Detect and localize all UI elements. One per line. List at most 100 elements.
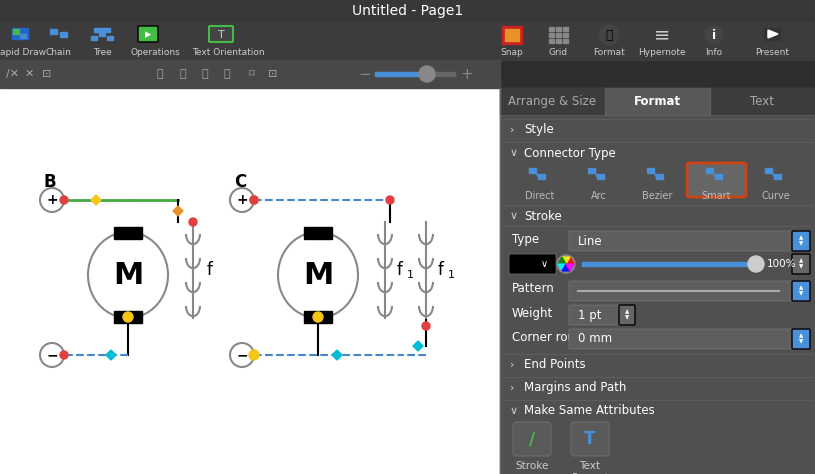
Text: Curve: Curve — [761, 191, 790, 201]
Bar — [715, 174, 721, 179]
FancyBboxPatch shape — [792, 329, 810, 349]
FancyBboxPatch shape — [509, 254, 556, 274]
Bar — [502, 26, 522, 44]
Text: End Points: End Points — [524, 358, 586, 372]
Text: ⬛: ⬛ — [201, 69, 209, 79]
Text: ⟋: ⟋ — [223, 69, 231, 79]
Text: Pattern: Pattern — [512, 283, 555, 295]
Text: T: T — [218, 30, 224, 40]
Bar — [0, 88, 500, 474]
Circle shape — [748, 256, 764, 272]
Bar — [549, 27, 554, 31]
Text: Format: Format — [593, 47, 625, 56]
Text: ✋: ✋ — [179, 69, 187, 79]
Bar — [0, 60, 500, 88]
Text: ▲: ▲ — [625, 310, 629, 315]
FancyBboxPatch shape — [513, 422, 551, 456]
Text: Arc: Arc — [591, 191, 606, 201]
Circle shape — [40, 343, 64, 367]
Bar — [597, 174, 603, 179]
Circle shape — [386, 196, 394, 204]
Text: Text Orientation: Text Orientation — [192, 47, 264, 56]
Text: Rapid Draw: Rapid Draw — [0, 47, 46, 56]
Polygon shape — [332, 350, 342, 360]
Text: ›: › — [510, 125, 514, 135]
Text: +: + — [236, 193, 248, 207]
Text: Hypernote: Hypernote — [638, 47, 685, 56]
Bar — [706, 168, 712, 173]
Bar — [0, 0, 815, 22]
Bar — [563, 33, 568, 37]
Polygon shape — [173, 206, 183, 216]
Bar — [556, 39, 561, 43]
Text: ⊡: ⊡ — [42, 69, 51, 79]
FancyBboxPatch shape — [687, 163, 746, 197]
Text: ▼: ▼ — [799, 292, 803, 297]
Text: Grid: Grid — [548, 47, 567, 56]
Bar — [114, 311, 142, 323]
Bar — [50, 29, 57, 34]
Text: Info: Info — [706, 47, 723, 56]
Text: Margins and Path: Margins and Path — [524, 382, 627, 394]
Circle shape — [313, 312, 323, 322]
Bar — [94, 28, 100, 32]
Circle shape — [230, 188, 254, 212]
Bar — [549, 39, 554, 43]
Text: Bezier: Bezier — [642, 191, 672, 201]
Bar — [114, 227, 142, 239]
Bar — [563, 27, 568, 31]
Polygon shape — [562, 257, 570, 264]
Text: Present: Present — [755, 47, 789, 56]
Circle shape — [249, 350, 259, 360]
Polygon shape — [562, 264, 570, 271]
Text: Stroke: Stroke — [515, 461, 548, 471]
Text: ∨: ∨ — [510, 148, 518, 158]
Text: ▲: ▲ — [799, 334, 803, 338]
Bar — [773, 174, 781, 179]
Text: 1: 1 — [448, 270, 455, 280]
Text: −: − — [46, 348, 58, 362]
Text: Smart: Smart — [702, 191, 731, 201]
Text: ⊡: ⊡ — [268, 69, 278, 79]
Circle shape — [60, 351, 68, 359]
Text: Arrange & Size: Arrange & Size — [509, 95, 597, 108]
Bar — [582, 262, 760, 266]
Circle shape — [40, 188, 64, 212]
FancyBboxPatch shape — [792, 254, 810, 274]
Text: Snap: Snap — [500, 47, 523, 56]
FancyBboxPatch shape — [792, 281, 810, 301]
Bar — [764, 28, 780, 40]
Circle shape — [250, 196, 258, 204]
Bar — [655, 174, 663, 179]
Circle shape — [599, 25, 619, 45]
Text: ▲: ▲ — [799, 258, 803, 264]
Circle shape — [419, 66, 435, 82]
Bar — [304, 227, 332, 239]
Text: ∨: ∨ — [510, 211, 518, 221]
Circle shape — [557, 255, 575, 273]
Bar — [20, 34, 26, 38]
Bar — [91, 36, 97, 40]
Text: ›: › — [510, 360, 514, 370]
Text: −: − — [359, 66, 372, 82]
Circle shape — [123, 312, 133, 322]
Polygon shape — [768, 30, 778, 38]
Text: Make Same Attributes: Make Same Attributes — [524, 404, 654, 418]
Text: f: f — [207, 261, 213, 279]
Circle shape — [230, 343, 254, 367]
Bar — [500, 88, 815, 115]
Polygon shape — [558, 264, 566, 271]
Text: Connector Type: Connector Type — [524, 146, 616, 159]
Bar — [0, 22, 815, 60]
Text: /: / — [529, 430, 535, 448]
Bar — [556, 33, 561, 37]
Polygon shape — [566, 264, 574, 271]
Text: Direct: Direct — [525, 191, 554, 201]
Text: i: i — [712, 28, 716, 42]
FancyBboxPatch shape — [569, 231, 808, 251]
Text: Corner rounding: Corner rounding — [512, 330, 608, 344]
Bar — [375, 72, 455, 76]
Bar — [605, 88, 710, 115]
Text: T: T — [584, 430, 596, 448]
Text: ▸: ▸ — [145, 28, 151, 42]
